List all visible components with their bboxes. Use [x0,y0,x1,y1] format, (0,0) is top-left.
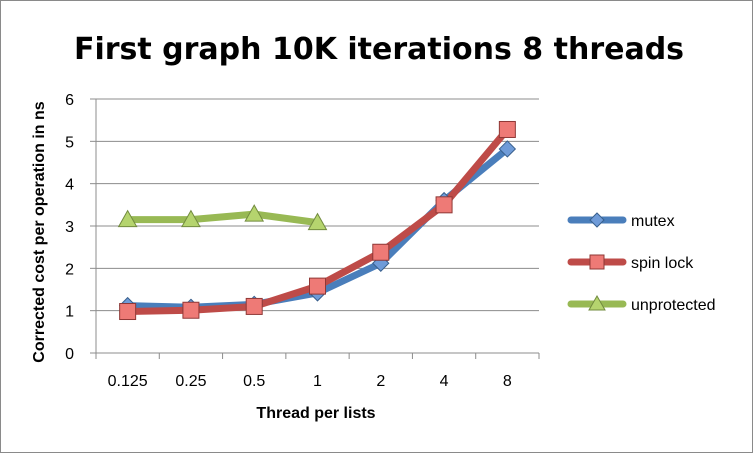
tick-labels: 0 1 2 3 4 5 6 0.125 0.25 0.5 1 2 4 8 [65,92,512,390]
data-point-spin-lock [182,301,200,319]
data-point-spin-lock [245,297,263,315]
data-point-unprotected [307,212,328,231]
x-tick-label: 0.125 [108,373,148,390]
legend-marker-unprotected [588,294,606,311]
chart-title: First graph 10K iterations 8 threads [74,32,684,67]
data-point-spin-lock [119,303,137,321]
data-point-spin-lock [372,243,390,261]
series-markers [117,120,517,321]
y-tick-label: 4 [65,177,74,194]
legend-label-unprotected: unprotected [631,297,716,314]
data-point-unprotected [181,209,201,228]
y-tick-label: 1 [65,304,74,321]
y-tick-label: 2 [65,261,74,278]
data-point-spin-lock [435,196,453,214]
y-tick-label: 5 [65,134,74,151]
x-tick-label: 4 [440,373,449,390]
data-point-spin-lock [498,120,516,138]
data-point-mutex [498,140,517,158]
axes [90,98,540,359]
legend: mutex spin lock unprotected [567,212,716,314]
legend-label-mutex: mutex [631,213,675,230]
x-tick-label: 8 [503,373,512,390]
data-point-unprotected [244,204,265,222]
legend-label-spin-lock: spin lock [631,255,694,272]
y-tick-label: 6 [65,92,74,109]
x-tick-label: 1 [313,373,322,390]
legend-marker-mutex [589,212,605,228]
x-axis-title: Thread per lists [256,405,375,422]
legend-marker-spin-lock [589,254,605,270]
data-point-spin-lock [309,277,326,295]
y-tick-label: 0 [65,346,74,363]
y-tick-label: 3 [65,219,74,236]
data-point-unprotected [117,209,138,228]
x-tick-label: 0.5 [243,373,265,390]
series-line-unprotected [124,210,321,227]
x-tick-label: 0.25 [175,373,206,390]
y-axis-title: Corrected cost per operation in ns [31,101,48,362]
x-tick-label: 2 [376,373,385,390]
